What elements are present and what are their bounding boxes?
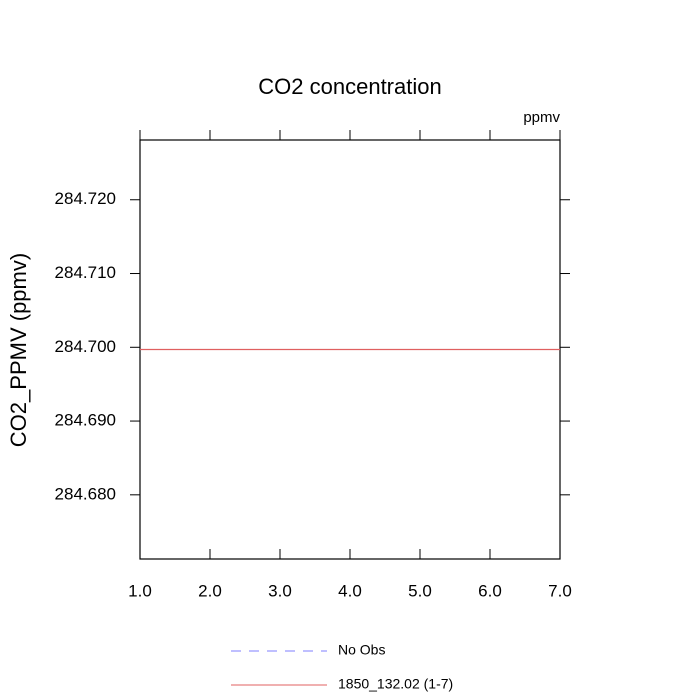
legend-label: No Obs bbox=[338, 642, 385, 658]
chart-title: CO2 concentration bbox=[258, 74, 441, 99]
x-tick-label: 6.0 bbox=[478, 581, 502, 600]
y-tick-label: 284.720 bbox=[55, 189, 116, 208]
y-tick-label: 284.710 bbox=[55, 263, 116, 282]
y-tick-label: 284.690 bbox=[55, 411, 116, 430]
legend-label: 1850_132.02 (1-7) bbox=[338, 676, 453, 692]
units-label: ppmv bbox=[523, 109, 560, 126]
x-tick-label: 7.0 bbox=[548, 581, 572, 600]
y-axis-label: CO2_PPMV (ppmv) bbox=[6, 253, 31, 447]
x-tick-label: 1.0 bbox=[128, 581, 152, 600]
x-tick-label: 2.0 bbox=[198, 581, 222, 600]
x-tick-label: 3.0 bbox=[268, 581, 292, 600]
x-tick-label: 5.0 bbox=[408, 581, 432, 600]
y-tick-label: 284.700 bbox=[55, 337, 116, 356]
y-tick-label: 284.680 bbox=[55, 484, 116, 503]
x-tick-label: 4.0 bbox=[338, 581, 362, 600]
